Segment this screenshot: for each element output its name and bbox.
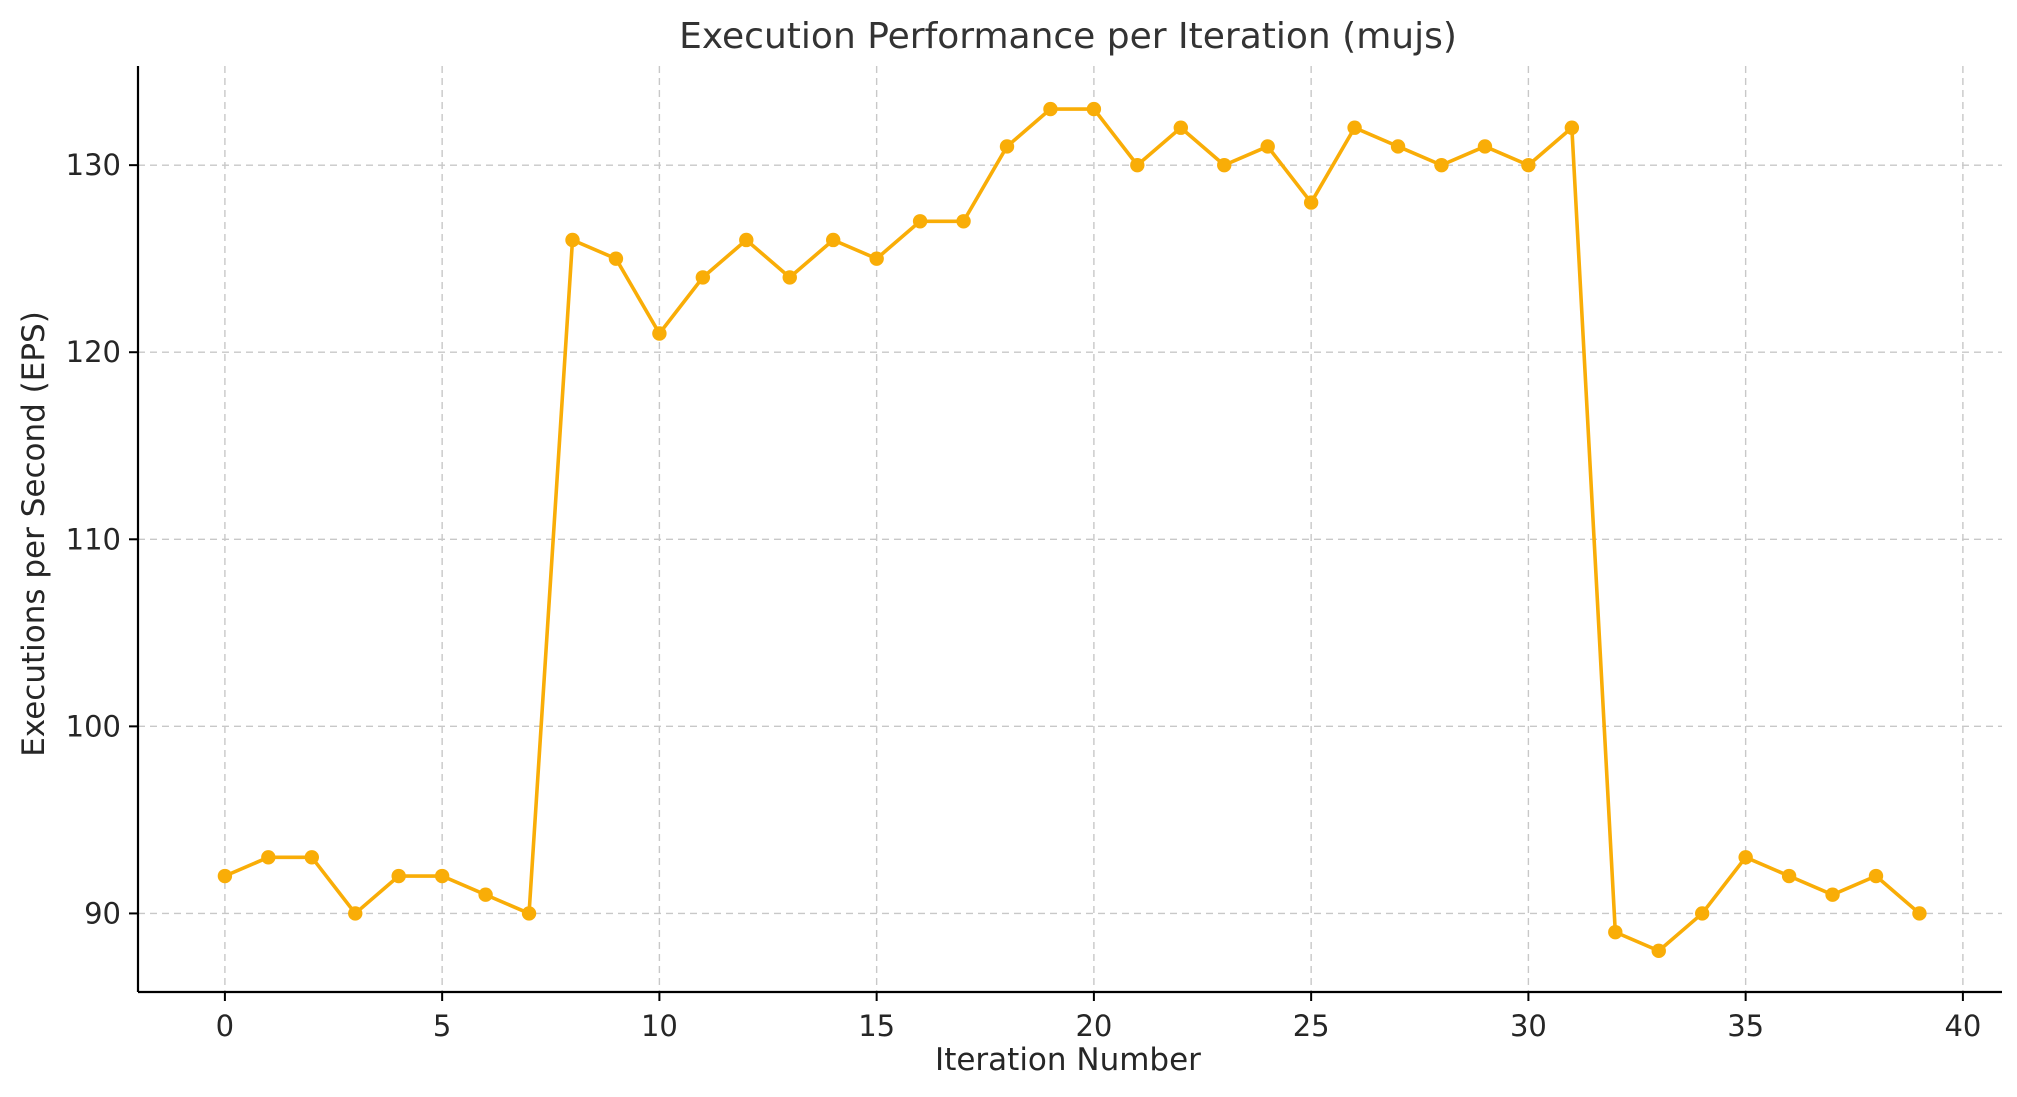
data-point-19 <box>1043 101 1058 117</box>
data-point-12 <box>739 232 754 248</box>
data-point-24 <box>1260 139 1275 154</box>
x-tick-label-0: 0 <box>216 1009 234 1043</box>
data-point-7 <box>521 906 537 921</box>
x-tick-label-30: 30 <box>1510 1009 1547 1043</box>
data-point-28 <box>1434 157 1449 173</box>
data-point-26 <box>1347 120 1362 135</box>
data-point-11 <box>695 270 711 285</box>
data-point-13 <box>782 270 797 285</box>
x-tick-label-25: 25 <box>1293 1009 1330 1043</box>
grid <box>138 66 2002 992</box>
data-point-1 <box>261 850 276 865</box>
data-point-32 <box>1608 924 1623 940</box>
data-point-18 <box>999 139 1015 154</box>
y-axis-label: Executions per Second (EPS) <box>16 311 52 757</box>
data-point-38 <box>1868 868 1884 884</box>
data-point-31 <box>1564 120 1580 135</box>
data-point-39 <box>1912 906 1927 921</box>
y-tick-label-120: 120 <box>66 335 121 369</box>
data-points <box>217 101 1927 959</box>
data-point-33 <box>1651 943 1666 959</box>
x-tick-label-20: 20 <box>1075 1009 1112 1043</box>
data-point-29 <box>1477 139 1493 154</box>
data-point-35 <box>1738 850 1753 865</box>
y-tick-label-100: 100 <box>66 709 121 743</box>
y-tick-label-130: 130 <box>66 148 121 182</box>
data-point-17 <box>956 214 971 229</box>
x-tick-label-15: 15 <box>858 1009 895 1043</box>
x-tick-label-10: 10 <box>641 1009 678 1043</box>
x-tick-label-5: 5 <box>433 1009 451 1043</box>
data-point-6 <box>478 887 493 902</box>
data-point-14 <box>826 232 841 248</box>
data-point-3 <box>348 906 363 921</box>
y-tick-label-110: 110 <box>66 522 121 556</box>
series-line-0 <box>223 107 1922 953</box>
data-point-27 <box>1390 139 1406 154</box>
data-point-0 <box>217 868 233 884</box>
data-point-21 <box>1130 157 1145 173</box>
data-point-2 <box>304 850 319 865</box>
chart-title: Execution Performance per Iteration (muj… <box>679 16 1457 57</box>
data-point-5 <box>434 868 450 884</box>
data-point-25 <box>1303 195 1319 210</box>
data-point-22 <box>1173 120 1189 135</box>
data-point-34 <box>1695 906 1710 921</box>
data-point-15 <box>869 251 884 266</box>
x-tick-label-40: 40 <box>1944 1009 1981 1043</box>
data-point-23 <box>1217 157 1232 173</box>
data-point-20 <box>1086 101 1102 117</box>
data-point-16 <box>912 214 928 229</box>
x-tick-label-35: 35 <box>1727 1009 1764 1043</box>
data-point-37 <box>1825 887 1840 902</box>
data-point-8 <box>565 232 580 248</box>
data-point-10 <box>652 326 667 341</box>
data-point-4 <box>391 868 406 884</box>
data-point-9 <box>608 251 624 266</box>
x-axis-label: Iteration Number <box>935 1042 1201 1078</box>
data-point-30 <box>1521 157 1536 173</box>
tick-labels: 0 5 10 15 20 25 30 35 40 90 100 110 120 130 <box>66 148 1982 1043</box>
series <box>223 107 1922 953</box>
y-tick-label-90: 90 <box>84 896 121 930</box>
axes <box>129 66 2002 1001</box>
data-point-36 <box>1781 868 1797 884</box>
